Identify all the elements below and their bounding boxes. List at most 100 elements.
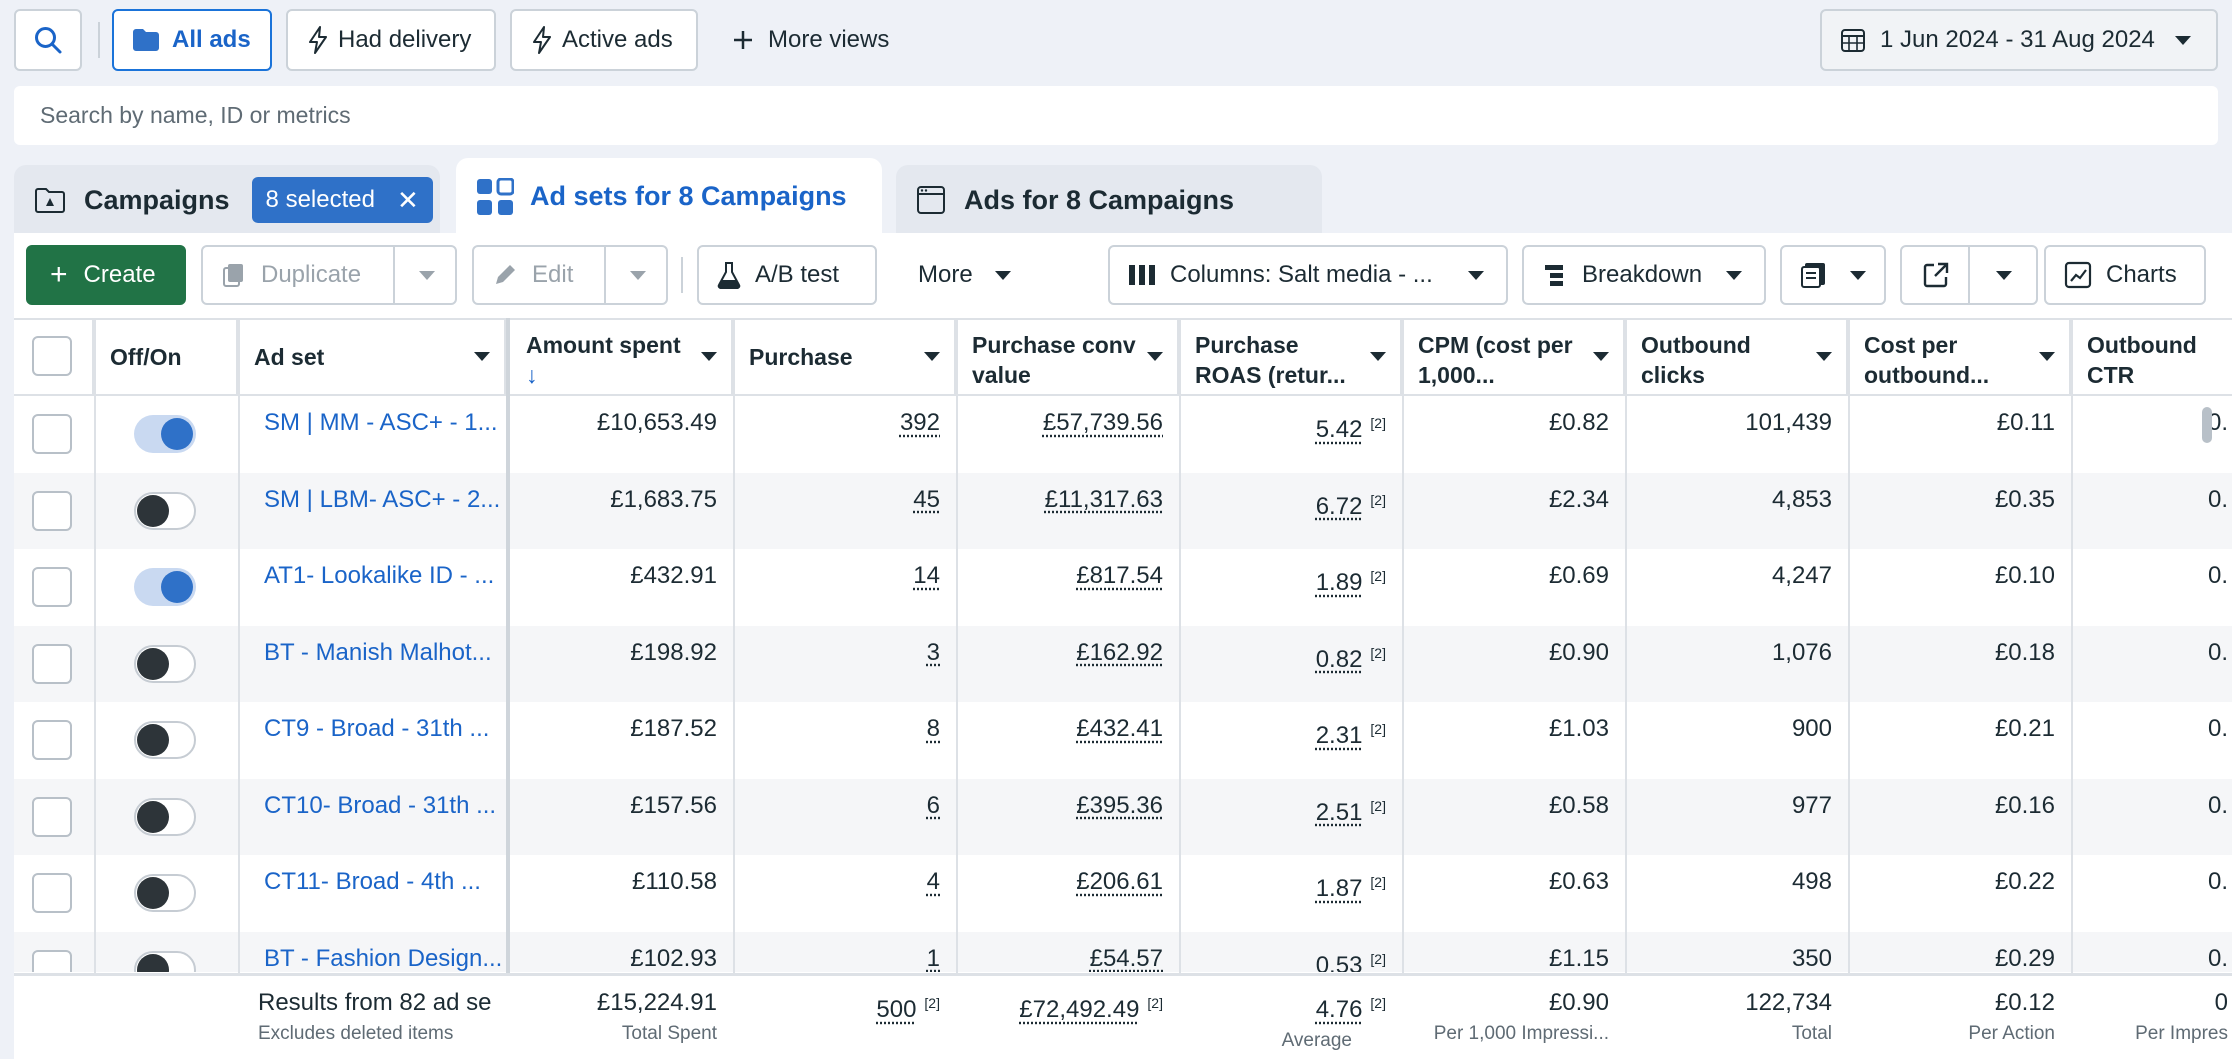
footer-value[interactable]: 500 xyxy=(876,996,917,1023)
chevron-down-icon[interactable] xyxy=(474,352,490,361)
chevron-down-icon[interactable] xyxy=(419,271,435,280)
breakdown-dropdown[interactable]: Breakdown xyxy=(1522,245,1766,305)
table-row[interactable]: BT - Manish Malhot... £198.92 3 £162.92 0.82… xyxy=(14,625,2232,702)
conv-value[interactable]: £57,739.56 xyxy=(1042,409,1163,436)
header-outbound-clicks[interactable]: Outbound clicks xyxy=(1625,320,1848,396)
columns-dropdown[interactable]: Columns: Salt media - ... xyxy=(1108,245,1508,305)
ad-set-name-link[interactable]: CT10- Broad - 31th ... xyxy=(264,791,497,819)
table-row[interactable]: CT11- Broad - 4th ... £110.58 4 £206.61 1.87… xyxy=(14,855,2232,932)
create-button[interactable]: + Create xyxy=(26,245,186,305)
chevron-down-icon[interactable] xyxy=(1593,352,1609,361)
table-row[interactable]: SM | LBM- ASC+ - 2... £1,683.75 45 £11,317.… xyxy=(14,472,2232,549)
roas-value[interactable]: 6.72 xyxy=(1315,492,1363,520)
conv-value[interactable]: £54.57 xyxy=(1089,944,1163,972)
view-active-ads[interactable]: Active ads xyxy=(510,9,698,71)
row-checkbox[interactable] xyxy=(32,873,72,913)
view-all-ads[interactable]: All ads xyxy=(112,9,272,71)
row-toggle[interactable] xyxy=(134,950,196,972)
row-checkbox[interactable] xyxy=(32,720,72,760)
reports-dropdown[interactable] xyxy=(1780,245,1886,305)
ad-set-name-link[interactable]: CT9 - Broad - 31th ... xyxy=(264,715,490,742)
chevron-down-icon[interactable] xyxy=(1996,271,2012,280)
conv-value[interactable]: £395.36 xyxy=(1076,791,1163,819)
ad-set-name-link[interactable]: AT1- Lookalike ID - ... xyxy=(264,562,495,589)
export-icon[interactable] xyxy=(1922,261,1950,289)
edit-button[interactable]: Edit xyxy=(474,247,604,303)
row-checkbox[interactable] xyxy=(32,643,72,684)
roas-value[interactable]: 1.87 xyxy=(1315,875,1363,902)
ad-set-name-link[interactable]: SM | MM - ASC+ - 1... xyxy=(264,409,498,436)
purchase-value[interactable]: 1 xyxy=(926,944,940,972)
table-row[interactable]: BT - Fashion Design... £102.93 1 £54.57 0.53… xyxy=(14,931,2232,973)
date-range-picker[interactable]: 1 Jun 2024 - 31 Aug 2024 xyxy=(1820,9,2218,71)
row-checkbox[interactable] xyxy=(32,796,72,837)
header-cpm[interactable]: CPM (cost per 1,000... xyxy=(1402,320,1625,396)
conv-value[interactable]: £162.92 xyxy=(1076,638,1163,666)
roas-value[interactable]: 5.42 xyxy=(1315,416,1363,443)
header-roas[interactable]: Purchase ROAS (retur... xyxy=(1179,320,1402,396)
row-checkbox[interactable] xyxy=(32,567,72,607)
tab-campaigns[interactable]: Campaigns 8 selected ✕ xyxy=(14,165,440,235)
row-checkbox[interactable] xyxy=(32,949,72,972)
table-row[interactable]: SM | MM - ASC+ - 1... £10,653.49 392 £57,73… xyxy=(14,396,2232,473)
table-row[interactable]: AT1- Lookalike ID - ... £432.91 14 £817.54 1… xyxy=(14,549,2232,626)
header-off-on[interactable]: Off/On xyxy=(94,320,238,396)
more-button[interactable]: More xyxy=(892,245,1042,305)
vertical-scrollbar[interactable] xyxy=(2202,407,2212,443)
chevron-down-icon[interactable] xyxy=(1147,352,1163,361)
chevron-down-icon[interactable] xyxy=(924,352,940,361)
roas-value[interactable]: 2.31 xyxy=(1315,722,1363,749)
header-purchase-conv-value[interactable]: Purchase conv value xyxy=(956,320,1179,396)
table-row[interactable]: CT9 - Broad - 31th ... £187.52 8 £432.41 2.3… xyxy=(14,702,2232,779)
table-row[interactable]: CT10- Broad - 31th ... £157.56 6 £395.36 2.5… xyxy=(14,778,2232,855)
purchase-value[interactable]: 3 xyxy=(926,638,940,666)
close-icon[interactable]: ✕ xyxy=(396,184,419,215)
search-button[interactable] xyxy=(14,9,82,71)
roas-value[interactable]: 2.51 xyxy=(1315,798,1363,826)
conv-value[interactable]: £432.41 xyxy=(1076,715,1163,742)
purchase-value[interactable]: 45 xyxy=(913,485,940,513)
roas-value[interactable]: 0.82 xyxy=(1315,645,1363,673)
charts-button[interactable]: Charts xyxy=(2044,245,2206,305)
row-toggle[interactable] xyxy=(134,797,196,836)
selected-chip[interactable]: 8 selected ✕ xyxy=(251,177,433,223)
tab-ads[interactable]: Ads for 8 Campaigns xyxy=(896,165,1322,235)
row-toggle[interactable] xyxy=(134,415,196,453)
header-outbound-ctr[interactable]: Outbound CTR (click-... xyxy=(2071,320,2232,396)
chevron-down-icon[interactable] xyxy=(1370,352,1386,361)
purchase-value[interactable]: 4 xyxy=(926,868,940,895)
row-toggle[interactable] xyxy=(134,721,196,759)
view-had-delivery[interactable]: Had delivery xyxy=(286,9,496,71)
search-input[interactable] xyxy=(14,86,2218,145)
purchase-value[interactable]: 14 xyxy=(913,562,940,589)
ab-test-button[interactable]: A/B test xyxy=(697,245,877,305)
tab-ad-sets[interactable]: Ad sets for 8 Campaigns xyxy=(456,158,882,235)
conv-value[interactable]: £206.61 xyxy=(1076,868,1163,895)
ad-set-name-link[interactable]: BT - Fashion Design... xyxy=(264,944,503,972)
conv-value[interactable]: £11,317.63 xyxy=(1044,485,1163,513)
row-toggle[interactable] xyxy=(134,568,196,606)
chevron-down-icon[interactable] xyxy=(701,352,717,361)
header-purchase[interactable]: Purchase xyxy=(733,320,956,396)
footer-value[interactable]: 4.76 xyxy=(1315,996,1363,1023)
roas-value[interactable]: 0.53 xyxy=(1315,951,1363,973)
more-views-button[interactable]: More views xyxy=(716,9,916,71)
chevron-down-icon[interactable] xyxy=(1816,352,1832,361)
select-all-checkbox[interactable] xyxy=(32,336,72,376)
row-toggle[interactable] xyxy=(134,491,196,530)
duplicate-button[interactable]: Duplicate xyxy=(203,247,393,303)
purchase-value[interactable]: 392 xyxy=(899,409,940,436)
header-amount-spent[interactable]: Amount spent ↓ xyxy=(510,320,733,396)
header-cost-per-outbound[interactable]: Cost per outbound... xyxy=(1848,320,2071,396)
ad-set-name-link[interactable]: BT - Manish Malhot... xyxy=(264,638,492,666)
ad-set-name-link[interactable]: CT11- Broad - 4th ... xyxy=(264,868,481,895)
header-ad-set[interactable]: Ad set xyxy=(238,320,506,396)
footer-value[interactable]: £72,492.49 xyxy=(1019,996,1140,1023)
chevron-down-icon[interactable] xyxy=(630,271,646,280)
roas-value[interactable]: 1.89 xyxy=(1315,569,1363,596)
ad-set-name-link[interactable]: SM | LBM- ASC+ - 2... xyxy=(264,485,501,513)
row-toggle[interactable] xyxy=(134,644,196,683)
row-checkbox[interactable] xyxy=(32,490,72,531)
purchase-value[interactable]: 8 xyxy=(926,715,940,742)
chevron-down-icon[interactable] xyxy=(2039,352,2055,361)
